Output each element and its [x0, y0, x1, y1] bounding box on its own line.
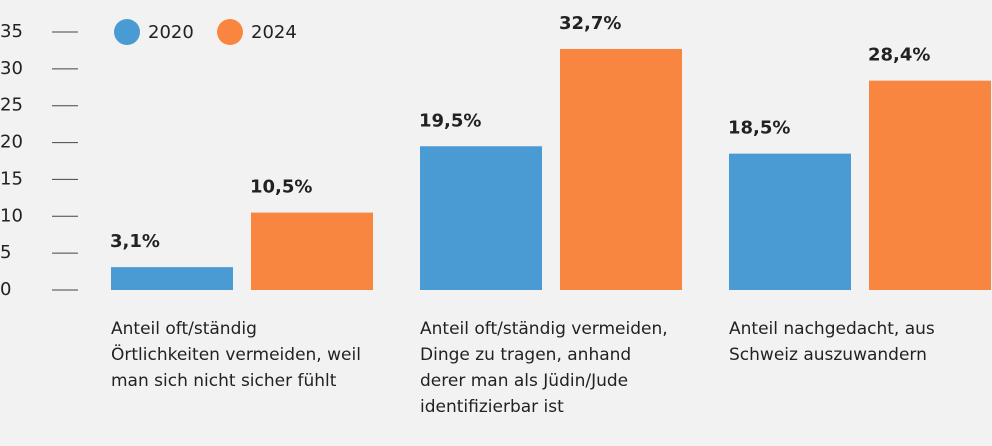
legend-label: 2020: [148, 22, 194, 43]
y-tick-label: 20: [0, 132, 23, 153]
value-label: 10,5%: [250, 177, 312, 198]
category-label: Anteil oft/ständig Örtlichkeiten vermeid…: [111, 319, 361, 391]
bar: [729, 153, 851, 290]
value-label: 18,5%: [728, 118, 790, 139]
value-label: 32,7%: [559, 13, 621, 34]
y-tick-label: 35: [0, 21, 23, 42]
y-tick-label: 30: [0, 58, 23, 79]
value-label: 3,1%: [110, 231, 160, 252]
legend-label: 2024: [251, 22, 297, 43]
bar: [420, 146, 542, 290]
y-tick-label: 10: [0, 205, 23, 226]
category-label: Anteil nachgedacht, aus Schweiz auszuwan…: [729, 319, 935, 365]
category-label: Anteil oft/ständig vermeiden, Dinge zu t…: [420, 319, 668, 417]
bar: [560, 48, 682, 290]
y-tick-label: 15: [0, 168, 23, 189]
bar: [869, 80, 991, 290]
value-label: 28,4%: [868, 45, 930, 66]
value-label: 19,5%: [419, 110, 481, 131]
bar: [111, 267, 233, 290]
legend-swatch: [114, 19, 140, 45]
y-tick-label: 25: [0, 95, 23, 116]
y-tick-label: 5: [0, 242, 11, 263]
y-tick-label: 0: [0, 279, 11, 300]
legend-swatch: [217, 19, 243, 45]
bar: [251, 212, 373, 290]
